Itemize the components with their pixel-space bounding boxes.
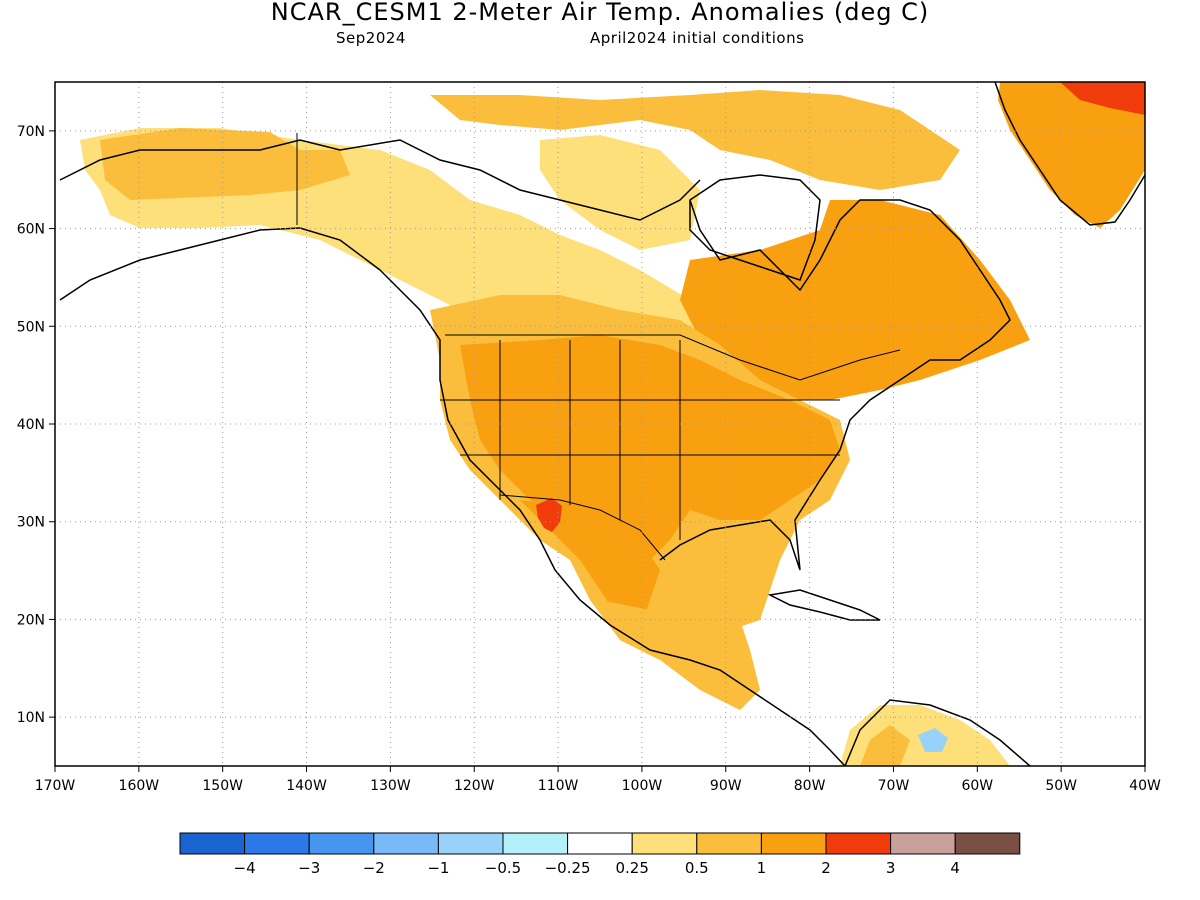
coastline-north-america xyxy=(59,227,846,766)
anomaly-region-greenland xyxy=(998,82,1145,228)
latitude-tick-label: 10N xyxy=(17,710,45,726)
colorbar-swatch xyxy=(308,832,375,855)
colorbar-label: −0.25 xyxy=(545,859,591,877)
longitude-tick-label: 40W xyxy=(1129,778,1161,794)
anomaly-region-greenland-hot xyxy=(1060,82,1145,115)
colorbar-swatch xyxy=(437,832,504,855)
valid-month-label: Sep2024 xyxy=(336,29,406,47)
longitude-tick-label: 130W xyxy=(370,778,411,794)
coastline-hudson-bay xyxy=(689,174,821,281)
anomaly-region-mexico xyxy=(520,500,660,630)
colorbar-swatch xyxy=(890,832,956,855)
colorbar-swatch xyxy=(502,832,569,855)
longitude-tick-label: 80W xyxy=(794,778,826,794)
colorbar-label: 0.5 xyxy=(685,859,709,877)
colorbar-swatch xyxy=(696,832,762,855)
longitude-tick-label: 70W xyxy=(878,778,910,794)
colorbar-label: 0.25 xyxy=(615,859,648,877)
colorbar: −4 −3 −2 −1 −0.5 −0.25 0.25 0.5 1 2 3 4 xyxy=(179,832,1021,877)
colorbar-label: 1 xyxy=(757,859,767,877)
latitude-tick-label: 70N xyxy=(17,124,45,140)
anomaly-region-hotspot xyxy=(536,498,562,532)
latitude-axis: 70N 60N 50N 40N 30N 20N 10N xyxy=(17,124,55,726)
latitude-tick-label: 30N xyxy=(17,515,45,531)
longitude-tick-label: 60W xyxy=(961,778,993,794)
longitude-tick-label: 90W xyxy=(710,778,742,794)
map-title: NCAR_CESM1 2-Meter Air Temp. Anomalies (… xyxy=(270,0,930,26)
anomaly-region-alaska-orange xyxy=(100,128,350,200)
anomaly-shading xyxy=(80,82,1145,766)
longitude-tick-label: 170W xyxy=(35,778,76,794)
anomaly-region-arctic xyxy=(430,90,960,190)
latitude-tick-label: 40N xyxy=(17,417,45,433)
colorbar-label: −4 xyxy=(234,859,256,877)
colorbar-swatch xyxy=(244,832,310,855)
anomaly-region-mexico-south xyxy=(600,600,760,710)
longitude-tick-label: 50W xyxy=(1045,778,1077,794)
longitude-tick-label: 100W xyxy=(622,778,663,794)
political-borders xyxy=(296,133,901,561)
coastline-south-america xyxy=(844,699,1031,766)
longitude-tick-label: 150W xyxy=(202,778,243,794)
colorbar-label: −1 xyxy=(427,859,449,877)
colorbar-swatch xyxy=(567,832,633,855)
longitude-tick-label: 110W xyxy=(538,778,579,794)
colorbar-label: −3 xyxy=(298,859,320,877)
longitude-tick-label: 120W xyxy=(454,778,495,794)
colorbar-swatch xyxy=(179,832,246,855)
colorbar-swatch xyxy=(760,832,827,855)
longitude-tick-label: 140W xyxy=(286,778,327,794)
coastline-greenland xyxy=(994,82,1145,226)
colorbar-swatch xyxy=(825,832,892,855)
latitude-tick-label: 50N xyxy=(17,319,45,335)
colorbar-swatch xyxy=(631,832,698,855)
colorbar-label: 4 xyxy=(950,859,960,877)
anomaly-region-cool-spot xyxy=(918,728,948,752)
latitude-tick-label: 20N xyxy=(17,612,45,628)
longitude-tick-label: 160W xyxy=(119,778,160,794)
coastline-arctic xyxy=(59,139,701,221)
coastline-cuba xyxy=(767,589,881,621)
colorbar-label: −2 xyxy=(363,859,385,877)
colorbar-swatch xyxy=(373,832,439,855)
colorbar-label: 3 xyxy=(886,859,896,877)
colorbar-label: 2 xyxy=(821,859,831,877)
border-us-canada xyxy=(445,334,901,381)
anomaly-region-arctic-yellow xyxy=(540,135,700,250)
initial-conditions-label: April2024 initial conditions xyxy=(590,29,805,47)
longitude-axis: 170W 160W 150W 140W 130W 120W 110W 100W 90W 80W 70… xyxy=(35,766,1161,794)
latitude-tick-label: 60N xyxy=(17,222,45,238)
coastline-gulf xyxy=(659,199,1011,571)
anomaly-region-south-america-orange xyxy=(860,725,910,766)
map-grid xyxy=(55,82,1145,766)
border-us-mexico xyxy=(499,494,666,561)
colorbar-swatch xyxy=(954,832,1021,855)
coastlines xyxy=(59,82,1145,766)
colorbar-label: −0.5 xyxy=(485,859,521,877)
anomaly-region-eastern-canada xyxy=(680,200,1030,400)
